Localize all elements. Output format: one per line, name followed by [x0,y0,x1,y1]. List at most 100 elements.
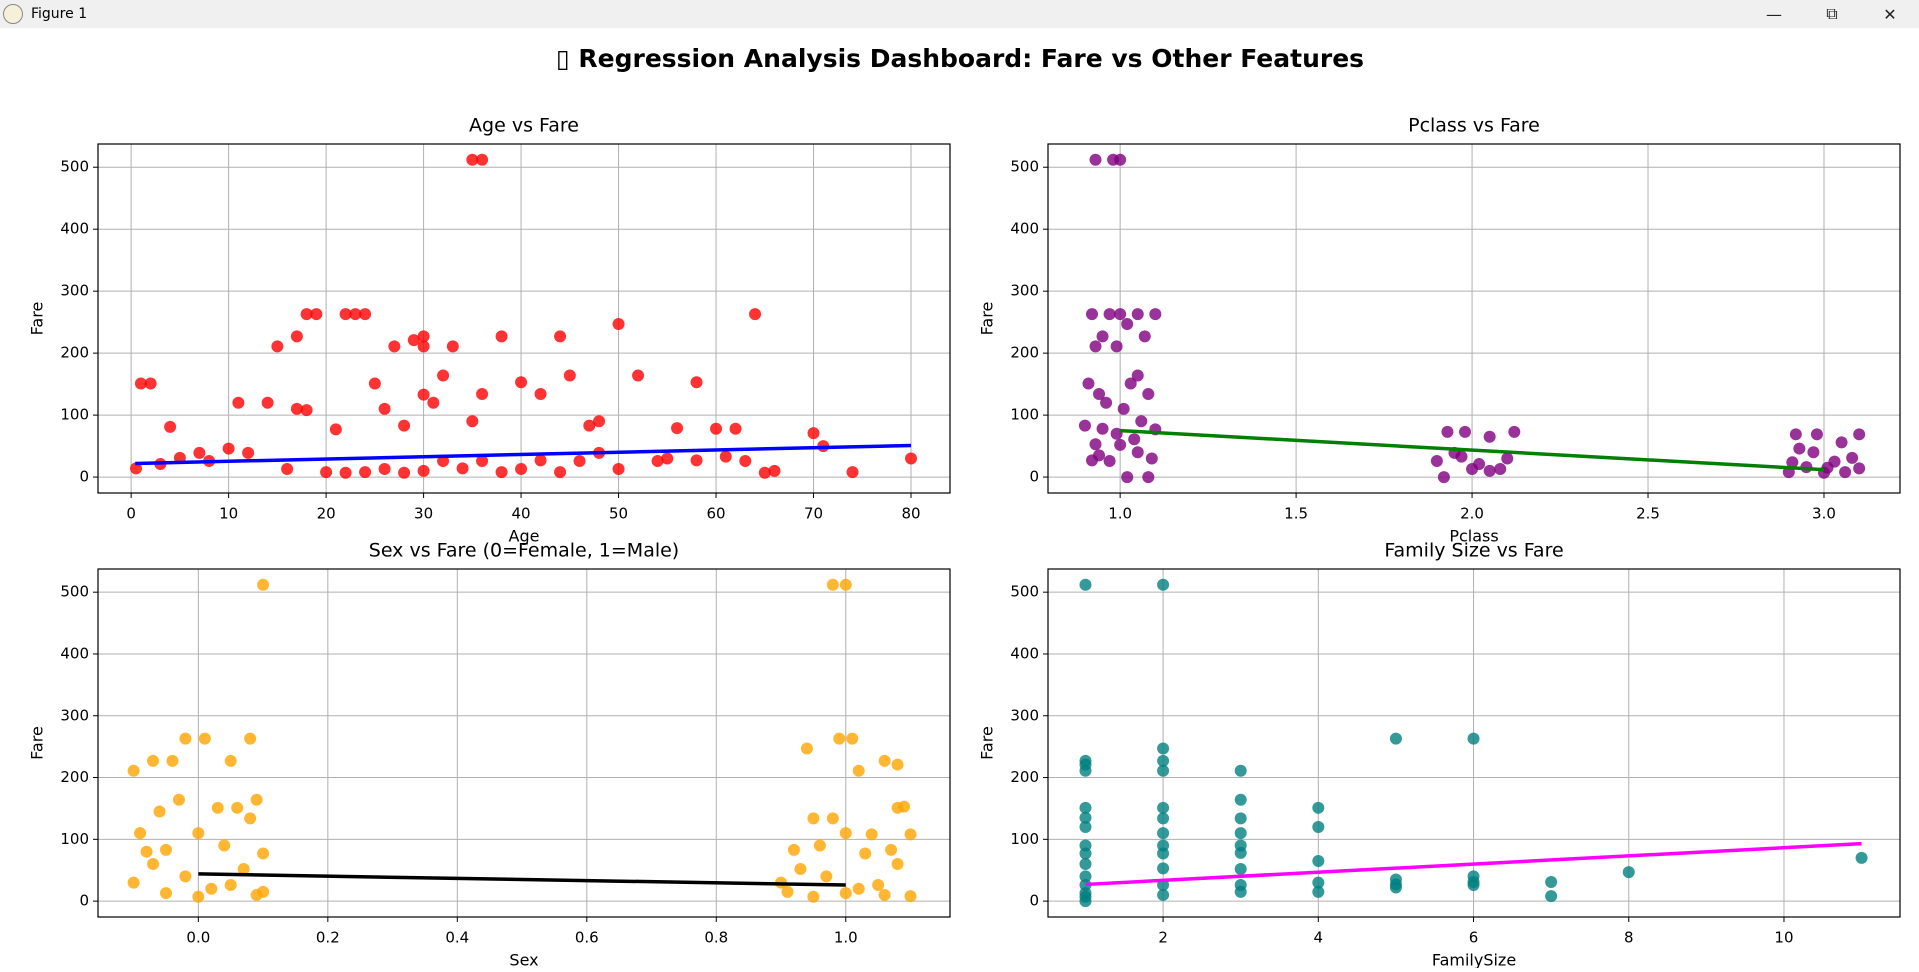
scatter-point [1157,742,1170,755]
y-tick-label: 100 [60,830,89,848]
x-tick-label: 10 [1774,929,1793,947]
scatter-point [1131,369,1144,382]
scatter-point [583,419,596,432]
scatter-point [719,450,732,463]
scatter-point [794,862,807,875]
scatter-point [1089,438,1102,451]
scatter-point [632,369,645,382]
scatter-point [1389,881,1402,894]
scatter-point [244,812,257,825]
scatter-point [1142,471,1155,484]
scatter-point [466,153,479,166]
scatter-point [1234,812,1247,825]
scatter-point [1157,888,1170,901]
y-tick-label: 200 [60,344,89,362]
y-tick-label: 0 [79,468,89,486]
scatter-point [1096,422,1109,435]
scatter-point [198,732,211,745]
y-tick-label: 200 [1010,344,1039,362]
scatter-point [1312,854,1325,867]
x-tick-label: 20 [317,505,336,523]
x-axis-label: FamilySize [1432,951,1516,969]
scatter-point [193,446,206,459]
axes-frame [97,143,951,494]
scatter-point [593,415,606,428]
scatter-point [300,308,313,321]
scatter-point [144,377,157,390]
scatter-point [134,377,147,390]
scatter-point [846,466,859,479]
scatter-point [1110,427,1123,440]
y-tick-label: 100 [1010,830,1039,848]
scatter-point [476,153,489,166]
scatter-point [1473,458,1486,471]
y-tick-label: 500 [60,158,89,176]
scatter-point [1234,764,1247,777]
y-tick-label: 0 [79,892,89,910]
x-tick-label: 4 [1314,929,1324,947]
scatter-point [1793,442,1806,455]
regression-line [1120,428,1825,472]
scatter-point [690,376,703,389]
minimize-button[interactable]: — [1766,4,1782,24]
scatter-point [878,754,891,767]
scatter-point [1157,812,1170,825]
scatter-point [905,452,918,465]
scatter-point [359,308,372,321]
scatter-point [1157,578,1170,591]
scatter-point [164,420,177,433]
scatter-point [1430,454,1443,467]
scatter-point [833,732,846,745]
close-button[interactable]: ✕ [1883,4,1897,24]
scatter-point [456,462,469,475]
regression-line [1085,841,1862,887]
scatter-point [140,845,153,858]
scatter-point [1789,428,1802,441]
scatter-point [859,847,872,860]
app-icon [3,4,23,24]
scatter-point [320,466,333,479]
scatter-point [398,466,411,479]
maximize-button[interactable]: ⧉ [1826,4,1838,23]
scatter-point [1079,847,1092,860]
scatter-point [1079,758,1092,771]
scatter-point [1234,862,1247,875]
x-tick-label: 0.0 [186,929,210,947]
scatter-point [1157,801,1170,814]
y-axis-label: Fare [978,726,997,760]
scatter-point [290,330,303,343]
scatter-point [739,454,752,467]
scatter-point [290,402,303,415]
scatter-point [159,843,172,856]
scatter-point [257,885,270,898]
scatter-point [466,415,479,428]
scatter-point [378,463,391,476]
scatter-point [1810,428,1823,441]
scatter-point [368,377,381,390]
scatter-point [1853,428,1866,441]
x-tick-label: 3.0 [1812,505,1836,523]
scatter-point [310,308,323,321]
scatter-point [300,404,313,417]
scatter-point [1853,462,1866,475]
scatter-point [250,793,263,806]
scatter-point [1483,430,1496,443]
scatter-point [134,827,147,840]
scatter-point [891,758,904,771]
scatter-point [563,369,576,382]
scatter-point [1821,461,1834,474]
scatter-point [398,419,411,432]
scatter-point [1483,464,1496,477]
scatter-point [179,732,192,745]
scatter-point [904,828,917,841]
scatter-point [417,330,430,343]
axes-frame [97,568,951,918]
y-axis-label: Fare [28,726,47,760]
x-tick-label: 1.0 [834,929,858,947]
scatter-point [1142,388,1155,401]
scatter-point [1389,732,1402,745]
scatter-point [1079,895,1092,908]
scatter-point [807,812,820,825]
scatter-point [1096,330,1109,343]
x-tick-label: 60 [706,505,725,523]
